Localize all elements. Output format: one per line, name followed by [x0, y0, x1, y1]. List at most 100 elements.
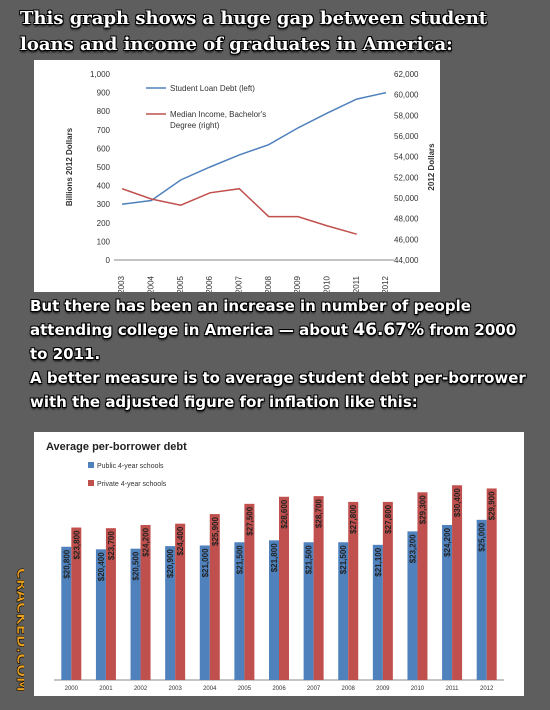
x-tick-label: 2012	[381, 275, 390, 292]
x-tick-label: 2007	[234, 275, 243, 292]
bar-private	[140, 524, 151, 680]
data-label-public: $20,900	[166, 549, 175, 578]
series-line-student-debt	[121, 91, 387, 205]
bar-private	[348, 501, 359, 680]
bar-public	[303, 542, 314, 680]
left-tick-label: 600	[97, 144, 111, 153]
bar-private	[175, 523, 186, 680]
bar-public	[61, 546, 72, 680]
data-label-private: $30,400	[453, 488, 462, 517]
x-tick-label: 2011	[352, 275, 361, 292]
data-label-private: $28,600	[280, 499, 289, 528]
x-tick-label: 2010	[322, 275, 331, 292]
legend-swatch-public	[88, 462, 94, 468]
data-label-private: $23,700	[107, 531, 116, 560]
x-tick-label: 2004	[203, 686, 217, 692]
data-label-private: $27,800	[384, 504, 393, 533]
data-label-public: $21,500	[339, 545, 348, 574]
data-label-private: $29,300	[418, 495, 427, 524]
legend-swatch-private	[88, 480, 94, 486]
right-tick-label: 58,000	[394, 111, 419, 120]
data-label-private: $28,700	[315, 499, 324, 528]
data-label-public: $21,000	[201, 548, 210, 577]
data-label-private: $25,900	[211, 517, 220, 546]
right-tick-label: 60,000	[394, 91, 419, 100]
left-tick-label: 400	[97, 182, 111, 191]
data-label-private: $27,500	[245, 506, 254, 535]
bar-private	[105, 528, 116, 680]
x-tick-label: 2006	[272, 686, 286, 692]
explanation-line2: A better measure is to average student d…	[30, 369, 526, 411]
bar-public	[372, 544, 383, 680]
x-tick-label: 2009	[376, 686, 390, 692]
bar-public	[199, 545, 210, 680]
chart-title: Average per-borrower debt	[46, 441, 187, 453]
left-tick-label: 300	[97, 200, 111, 209]
watermark-text: CRACKED.COM	[13, 568, 24, 692]
left-tick-label: 800	[97, 107, 111, 116]
bar-public	[442, 524, 453, 680]
right-tick-label: 46,000	[394, 235, 419, 244]
bar-public	[234, 542, 245, 680]
x-tick-label: 2011	[446, 686, 460, 692]
per-borrower-debt-chart: Average per-borrower debt Public 4-year s…	[34, 432, 524, 696]
data-label-public: $25,000	[478, 522, 487, 551]
right-tick-label: 56,000	[394, 132, 419, 141]
legend-label-median-income: Median Income, Bachelor's Degree (right)	[170, 110, 266, 130]
x-tick-label: 2005	[238, 686, 252, 692]
bar-public	[269, 540, 279, 680]
x-tick-label: 2010	[411, 686, 425, 692]
x-tick-label: 2003	[168, 686, 182, 692]
left-tick-label: 900	[97, 89, 111, 98]
bar-chart-svg: Average per-borrower debt Public 4-year s…	[46, 441, 504, 692]
bar-public	[476, 519, 487, 680]
right-axis-label: 2012 Dollars	[427, 143, 436, 191]
bar-private	[417, 492, 428, 680]
legend-label-public: Public 4-year schools	[97, 463, 164, 470]
right-tick-label: 52,000	[394, 173, 419, 182]
bar-public	[95, 549, 106, 680]
left-tick-label: 200	[97, 219, 111, 228]
legend-label-student-debt: Student Loan Debt (left)	[170, 84, 255, 93]
x-tick-label: 2007	[307, 686, 321, 692]
data-label-private: $24,200	[142, 527, 151, 556]
bar-private	[452, 485, 463, 680]
percentage-highlight: 46.67%	[353, 320, 425, 340]
data-label-private: $24,400	[176, 526, 185, 555]
data-label-public: $21,800	[270, 543, 279, 572]
data-label-private: $27,800	[349, 504, 358, 533]
x-tick-label: 2003	[117, 275, 126, 292]
right-tick-label: 62,000	[394, 70, 419, 79]
bar-public	[338, 542, 349, 680]
right-tick-label: 54,000	[394, 153, 419, 162]
x-tick-label: 2008	[342, 686, 356, 692]
data-label-public: $21,500	[305, 545, 314, 574]
headline: This graph shows a huge gap between stud…	[20, 8, 488, 55]
left-tick-label: 700	[97, 126, 111, 135]
x-tick-label: 2004	[146, 275, 155, 292]
series-line-median-income	[121, 187, 357, 235]
bar-public	[407, 531, 418, 680]
left-tick-label: 0	[106, 256, 111, 265]
right-tick-label: 50,000	[394, 194, 419, 203]
bar-private	[209, 514, 220, 680]
right-tick-label: 48,000	[394, 215, 419, 224]
bar-private	[313, 496, 324, 680]
data-label-private: $29,900	[488, 491, 497, 520]
data-label-public: $20,800	[62, 549, 71, 578]
data-label-public: $20,500	[132, 551, 141, 580]
line-chart-svg: 0 100 200 300 400 500 600 700 800 900 1,000 44,000 4…	[65, 70, 436, 294]
cracked-watermark: CRACKED.COM	[13, 568, 24, 692]
data-label-public: $20,400	[97, 552, 106, 581]
legend-label-private: Private 4-year schools	[97, 481, 167, 488]
left-tick-label: 1,000	[90, 70, 111, 79]
left-axis-label: Billions 2012 Dollars	[65, 127, 74, 206]
data-label-public: $24,200	[443, 527, 452, 556]
explanation-line1-end: from 2000 to 2011.	[30, 321, 517, 363]
data-label-public: $23,200	[408, 534, 417, 563]
bar-private	[71, 527, 82, 680]
right-tick-label: 44,000	[394, 256, 419, 265]
explanation-text: But there has been an increase in number…	[30, 294, 535, 414]
x-tick-label: 2001	[99, 686, 113, 692]
data-label-public: $21,500	[235, 545, 244, 574]
